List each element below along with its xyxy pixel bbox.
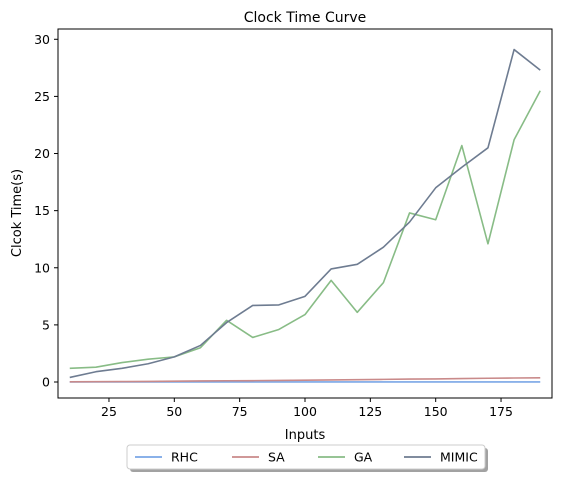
x-axis: 25 50 75 100 125 150 175	[101, 398, 513, 419]
y-tick-label: 10	[34, 260, 50, 275]
plot-frame	[57, 28, 553, 399]
x-tick-label: 150	[424, 404, 448, 419]
legend-label-rhc: RHC	[171, 450, 198, 465]
y-axis: 0 5 10 15 20 25 30	[34, 32, 58, 390]
x-tick-label: 25	[101, 404, 117, 419]
x-tick-label: 125	[358, 404, 382, 419]
legend: RHC SA GA MIMIC	[126, 444, 488, 472]
y-tick-label: 30	[34, 32, 50, 47]
chart-title: Clock Time Curve	[244, 10, 367, 26]
x-tick-label: 50	[166, 404, 182, 419]
series-line-mimic	[69, 48, 541, 379]
series-line-ga	[69, 90, 541, 370]
y-tick-label: 15	[34, 203, 50, 218]
legend-label-ga: GA	[354, 450, 373, 465]
y-tick-label: 20	[34, 146, 50, 161]
x-tick-label: 175	[489, 404, 513, 419]
y-tick-label: 25	[34, 89, 50, 104]
x-tick-label: 75	[232, 404, 248, 419]
y-tick-label: 0	[42, 375, 50, 390]
series-line-sa	[69, 376, 541, 383]
legend-label-sa: SA	[268, 450, 285, 465]
legend-label-mimic: MIMIC	[440, 450, 478, 465]
plot-lines	[69, 48, 541, 383]
x-axis-label: Inputs	[285, 428, 326, 443]
y-tick-label: 5	[42, 317, 50, 332]
x-tick-label: 100	[293, 404, 317, 419]
legend-box	[126, 444, 486, 470]
y-axis-label: Clcok Time(s)	[10, 169, 25, 257]
